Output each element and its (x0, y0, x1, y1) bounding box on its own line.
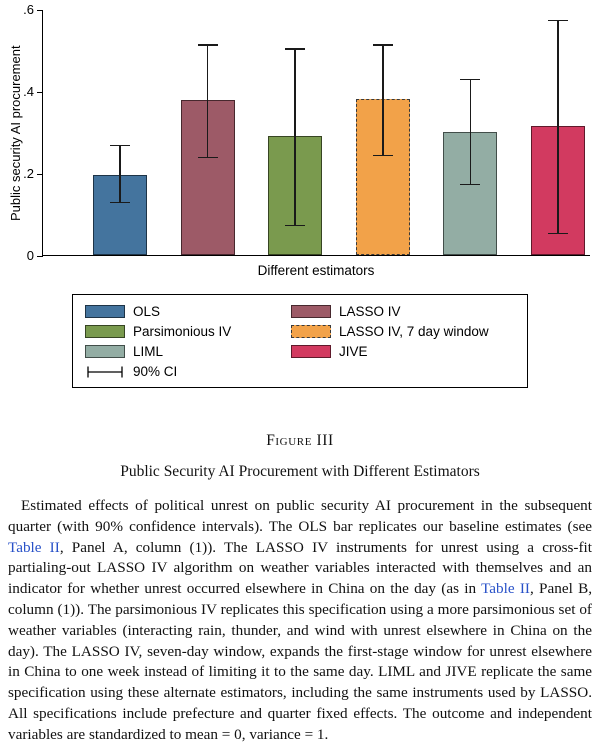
error-bar-line (206, 44, 209, 158)
error-bar-cap (285, 224, 306, 226)
y-tick-mark (37, 91, 43, 93)
error-bar-cap (460, 78, 481, 81)
legend-item-ols: OLS (85, 304, 291, 319)
legend-label: OLS (133, 304, 161, 319)
legend-swatch-liml (85, 345, 125, 358)
legend-label: LASSO IV, 7 day window (339, 324, 489, 339)
error-bar-line (294, 48, 296, 226)
error-bar-cap (197, 44, 218, 46)
error-bar-cap (548, 19, 568, 21)
table-ii-link[interactable]: Table II (8, 538, 60, 556)
error-bar-cap (460, 183, 481, 185)
x-axis-label: Different estimators (257, 263, 375, 278)
legend-item-jive: JIVE (291, 344, 515, 359)
bar-liml (443, 132, 498, 255)
legend-label: LASSO IV (339, 304, 401, 319)
error-bar-cap (548, 232, 568, 235)
error-bar-line (119, 145, 121, 203)
error-bar-line (382, 44, 384, 156)
legend-swatch-jive (291, 345, 331, 358)
error-bar-cap (372, 154, 393, 157)
plot-wrap: 0 .2 .4 .6 Different estimators (23, 2, 590, 278)
legend-label: Parsimonious IV (133, 324, 232, 339)
legend-swatch-lasso-iv-7-day-window (291, 325, 331, 338)
error-bar-cap (372, 44, 393, 46)
error-bar-line (557, 20, 559, 234)
legend-item-liml: LIML (85, 344, 291, 359)
error-bar-line (469, 79, 472, 185)
y-tick-mark (37, 9, 43, 11)
legend-swatch-ols (85, 305, 125, 318)
y-tick-label: .4 (23, 84, 34, 99)
legend-swatch-lasso-iv (291, 305, 331, 318)
note-text: , Panel A, column (1)). The LASSO IV ins… (8, 538, 592, 598)
y-tick-mark (37, 255, 43, 257)
figure-note: Estimated effects of political unrest on… (8, 496, 592, 746)
plot-area: 0 .2 .4 .6 (23, 2, 590, 263)
table-ii-link[interactable]: Table II (481, 580, 530, 598)
error-bar-cap (197, 156, 218, 159)
error-bar-cap (285, 48, 306, 50)
legend-label: 90% CI (133, 364, 178, 379)
y-tick-label: 0 (26, 248, 34, 263)
legend-label: JIVE (339, 344, 368, 359)
legend-item-parsimonious-iv: Parsimonious IV (85, 324, 291, 339)
legend-label: LIML (133, 344, 164, 359)
legend-item-lasso-iv-7-day-window: LASSO IV, 7 day window (291, 324, 515, 339)
legend-swatch-parsimonious-iv (85, 325, 125, 338)
figure-title: Public Security AI Procurement with Diff… (120, 463, 480, 480)
legend-item-lasso-iv: LASSO IV (291, 304, 515, 319)
error-bar-cap (110, 201, 130, 204)
legend-item-90-ci: 90% CI (85, 364, 291, 379)
y-tick-label: .6 (23, 2, 34, 17)
y-axis-label: Public security AI procurement (8, 45, 23, 221)
error-bar-icon (87, 366, 123, 377)
figure-iii-chart: Public security AI procurement 0 .2 .4 .6 D… (8, 2, 590, 388)
chart-legend: OLS LASSO IV Parsimonious IV LASSO IV, 7 da… (72, 294, 528, 388)
y-tick-label: .2 (23, 166, 34, 181)
note-text: , Panel B, column (1)). The parsimonious… (8, 580, 592, 743)
note-text: Estimated effects of political unrest on… (8, 497, 592, 535)
figure-label: Figure III (266, 432, 334, 449)
bar-lasso-iv-7-day-window (355, 99, 410, 255)
legend-grid: OLS LASSO IV Parsimonious IV LASSO IV, 7 da… (85, 304, 515, 379)
y-tick-mark (37, 173, 43, 175)
error-bar-cap (110, 144, 130, 147)
